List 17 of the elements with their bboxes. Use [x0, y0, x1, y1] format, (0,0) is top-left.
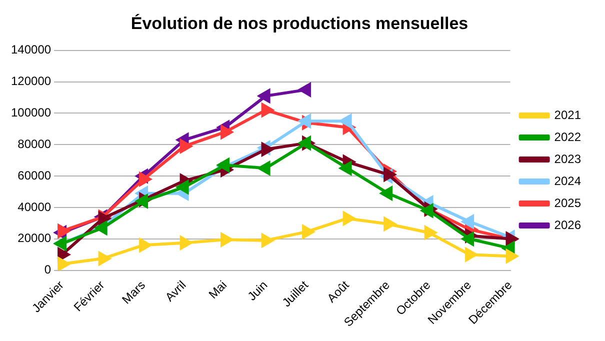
chart-title: Évolution de nos productions mensuelles — [130, 12, 468, 33]
y-tick-label: 20000 — [18, 231, 52, 246]
y-tick-label: 140000 — [10, 42, 52, 57]
y-tick-label: 80000 — [18, 136, 52, 151]
x-tick-label: Mai — [206, 278, 230, 302]
legend-label: 2024 — [554, 174, 582, 188]
y-tick-label: 40000 — [18, 200, 52, 214]
x-tick-label: Juin — [244, 278, 270, 304]
y-tick-label: 0 — [44, 262, 52, 277]
y-tick-label: 120000 — [10, 74, 52, 88]
y-tick-label: 100000 — [10, 106, 52, 120]
legend-label: 2026 — [554, 218, 582, 232]
legend-label: 2022 — [554, 130, 582, 144]
legend-label: 2023 — [554, 152, 582, 166]
legend-label: 2025 — [554, 196, 582, 210]
y-tick-label: 60000 — [18, 168, 52, 182]
legend-label: 2021 — [554, 108, 582, 122]
